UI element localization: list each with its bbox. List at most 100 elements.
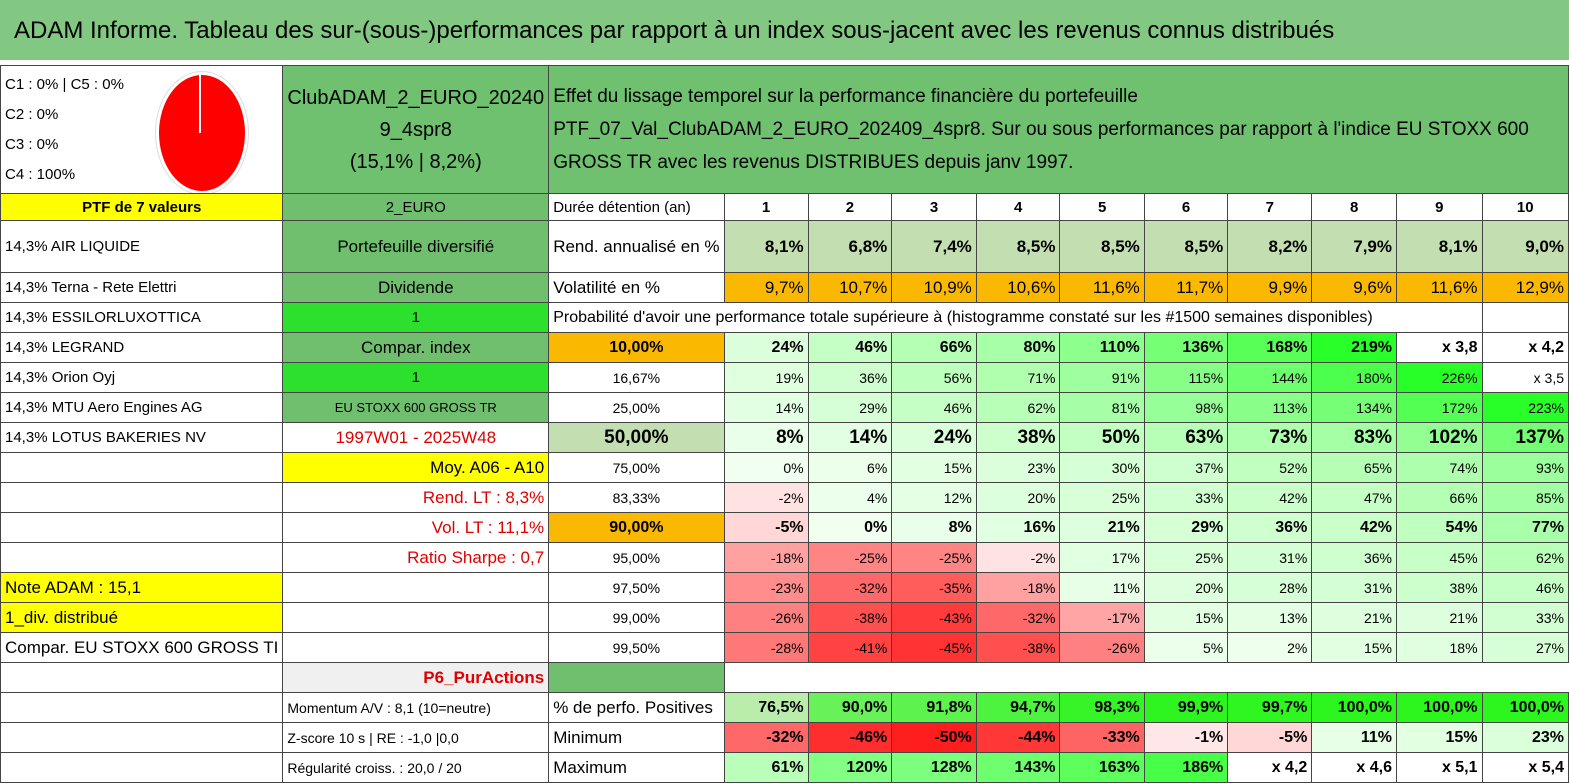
rend-lt: Rend. LT : 8,3%: [282, 482, 550, 513]
proba-value: 0%: [807, 512, 893, 543]
proba-value: 74%: [1395, 452, 1483, 483]
proba-value: 15%: [1143, 602, 1229, 633]
proba-value: 8%: [723, 422, 809, 453]
proba-value: -45%: [891, 632, 977, 663]
proba-value: 25%: [1143, 542, 1229, 573]
proba-value: 31%: [1311, 572, 1397, 603]
proba-value: 46%: [891, 392, 977, 423]
year-header: 4: [975, 193, 1061, 221]
table-row: Vol. LT : 11,1% 90,00% -5% 0% 8% 16% 21% 29% 36%…: [0, 512, 1569, 543]
table-row: 1_div. distribué 99,00% -26% -38% -43% -32% -1…: [0, 602, 1569, 633]
proba-value: 62%: [975, 392, 1061, 423]
vol-value: 10,6%: [975, 272, 1061, 303]
allocation-legend: C1 : 0% | C5 : 0% C2 : 0% C3 : 0% C4 : 1…: [0, 65, 284, 194]
table-row: P6_PurActions: [0, 662, 1569, 693]
proba-value: 15%: [891, 452, 977, 483]
proba-value: -38%: [975, 632, 1061, 663]
proba-value: -32%: [807, 572, 893, 603]
proba-value: 46%: [1481, 572, 1569, 603]
proba-value: 223%: [1481, 392, 1569, 423]
empty-cell: [724, 663, 1568, 693]
positives-value: 99,7%: [1227, 692, 1313, 723]
maximum-value: x 5,4: [1481, 752, 1569, 783]
proba-value: 93%: [1481, 452, 1569, 483]
fund-code: 2_EURO: [282, 193, 550, 221]
probability-level: 25,00%: [548, 392, 725, 423]
proba-value: 4%: [807, 482, 893, 513]
proba-value: 12%: [891, 482, 977, 513]
divider: [0, 60, 1569, 65]
duree-label: Durée détention (an): [548, 193, 725, 221]
proba-value: 24%: [723, 332, 809, 363]
year-header: 5: [1059, 193, 1145, 221]
minimum-value: -32%: [723, 722, 809, 753]
proba-title: Probabilité d'avoir une performance tota…: [548, 302, 1483, 333]
proba-value: 102%: [1395, 422, 1483, 453]
proba-value: 91%: [1059, 362, 1145, 393]
description-cell: Effet du lissage temporel sur la perform…: [548, 65, 1569, 194]
table-row: 14,3% AIR LIQUIDE Portefeuille diversifié…: [0, 220, 1569, 273]
table-row: Note ADAM : 15,1 97,50% -23% -32% -35% -18% 11…: [0, 572, 1569, 603]
proba-value: -2%: [723, 482, 809, 513]
positives-value: 100,0%: [1311, 692, 1397, 723]
holding-row: 14,3% Orion Oyj: [0, 362, 284, 393]
proba-value: -35%: [891, 572, 977, 603]
proba-value: 219%: [1311, 332, 1397, 363]
positives-value: 99,9%: [1143, 692, 1229, 723]
maximum-value: x 4,2: [1227, 752, 1313, 783]
maximum-value: 143%: [975, 752, 1061, 783]
holding-row: 14,3% LEGRAND: [0, 332, 284, 363]
proba-value: -43%: [891, 602, 977, 633]
proba-value: 71%: [975, 362, 1061, 393]
vol-label: Volatilité en %: [548, 272, 725, 303]
positives-label: % de perfo. Positives: [548, 692, 725, 723]
proba-value: 11%: [1059, 572, 1145, 603]
proba-value: -28%: [723, 632, 809, 663]
minimum-value: -33%: [1059, 722, 1145, 753]
table-row: 14,3% Orion Oyj 1 16,67% 19% 36% 56% 71% 91% 115…: [0, 362, 1569, 393]
proba-value: 81%: [1059, 392, 1145, 423]
proba-value: 115%: [1143, 362, 1229, 393]
probability-level: 10,00%: [548, 332, 725, 363]
proba-value: 0%: [723, 452, 809, 483]
proba-value: 5%: [1143, 632, 1229, 663]
legend-c1-c5: C1 : 0% | C5 : 0%: [5, 76, 124, 93]
proba-value: -38%: [807, 602, 893, 633]
holding-row: 14,3% LOTUS BAKERIES NV: [0, 422, 284, 453]
proba-value: 18%: [1395, 632, 1483, 663]
positives-value: 90,0%: [807, 692, 893, 723]
ratio-sharpe: Ratio Sharpe : 0,7: [282, 542, 550, 573]
empty-cell: [548, 662, 725, 693]
positives-value: 76,5%: [723, 692, 809, 723]
minimum-value: -5%: [1227, 722, 1313, 753]
proba-value: -25%: [807, 542, 893, 573]
minimum-value: 15%: [1395, 722, 1483, 753]
proba-value: 30%: [1059, 452, 1145, 483]
maximum-label: Maximum: [548, 752, 725, 783]
proba-value: 24%: [891, 422, 977, 453]
proba-value: 6%: [807, 452, 893, 483]
proba-value: 33%: [1481, 602, 1569, 633]
year-header: 7: [1227, 193, 1313, 221]
maximum-value: x 4,6: [1311, 752, 1397, 783]
table-row: Rend. LT : 8,3% 83,33% -2% 4% 12% 20% 25% 33% 42…: [0, 482, 1569, 513]
year-header: 8: [1311, 193, 1397, 221]
rend-value: 8,5%: [1143, 220, 1229, 273]
proba-value: 20%: [975, 482, 1061, 513]
proba-value: 13%: [1227, 602, 1313, 633]
fund-name-line1: ClubADAM_2_EURO_20240: [287, 86, 545, 109]
proba-value: 42%: [1311, 512, 1397, 543]
table-row: Moy. A06 - A10 75,00% 0% 6% 15% 23% 30% 37% 52% 6…: [0, 452, 1569, 483]
minimum-value: 11%: [1311, 722, 1397, 753]
proba-value: -18%: [975, 572, 1061, 603]
pie-slice-divider: [199, 75, 201, 133]
proba-value: 31%: [1227, 542, 1313, 573]
table-row: 14,3% ESSILORLUXOTTICA 1 Probabilité d'avo…: [0, 302, 1569, 333]
proba-value: 56%: [891, 362, 977, 393]
probability-level: 90,00%: [548, 512, 725, 543]
table-row: Régularité croiss. : 20,0 / 20 Maximum 61%…: [0, 752, 1569, 783]
table-row: 14,3% LEGRAND Compar. index 10,00% 24% 46% 66…: [0, 332, 1569, 363]
page-title: ADAM Informe. Tableau des sur-(sous-)per…: [0, 0, 1569, 60]
proba-value: 36%: [807, 362, 893, 393]
proba-value: x 3,8: [1395, 332, 1483, 363]
